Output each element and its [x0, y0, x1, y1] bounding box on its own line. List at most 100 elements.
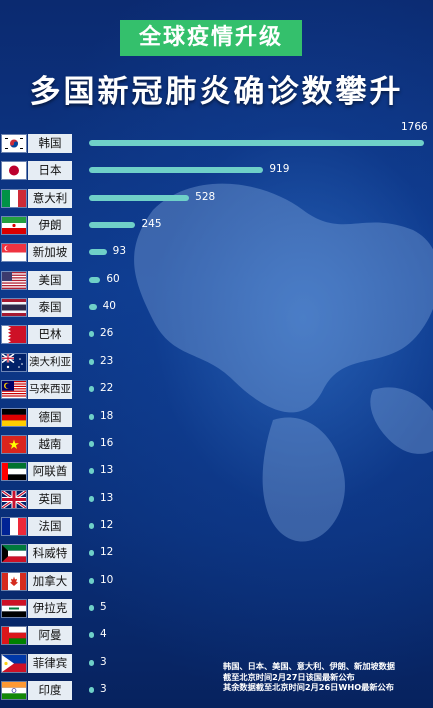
bar — [89, 222, 136, 229]
flag-icon-gb — [1, 489, 27, 509]
chart-row: 巴林 26 — [0, 324, 433, 346]
value-label: 12 — [100, 518, 114, 531]
headline: 多国新冠肺炎确诊数攀升 — [29, 74, 404, 110]
bar — [89, 632, 94, 639]
category-label: 新加坡 — [28, 243, 72, 263]
chart-row: 新加坡 93 — [0, 242, 433, 264]
value-label: 13 — [100, 491, 114, 504]
category-label: 美国 — [28, 270, 72, 290]
chart-row: 伊朗 245 — [0, 215, 433, 237]
category-label: 加拿大 — [28, 571, 72, 591]
value-label: 1766 — [401, 121, 428, 133]
flag-icon-th — [1, 298, 27, 318]
bar — [89, 604, 94, 611]
source-note-line: 韩国、日本、美国、意大利、伊朗、新加坡数据 — [223, 661, 395, 671]
bar — [89, 140, 424, 146]
flag-icon-kw — [1, 544, 27, 564]
source-note-line: 截至北京时间2月27日该国最新公布 — [223, 671, 355, 682]
bar — [89, 495, 94, 502]
flag-icon-de — [1, 407, 27, 427]
value-label: 18 — [100, 409, 114, 422]
flag-icon-sg — [1, 243, 27, 263]
chart-row: 阿联酋 13 — [0, 461, 433, 483]
flag-icon-it — [1, 188, 27, 208]
bar — [89, 358, 94, 365]
bar — [89, 331, 94, 338]
value-label: 4 — [100, 628, 107, 641]
chart-row: 英国 13 — [0, 489, 433, 511]
topic-tag: 全球疫情升级 — [120, 20, 302, 56]
category-label: 韩国 — [28, 134, 72, 153]
bar — [89, 167, 264, 174]
value-label: 60 — [106, 272, 120, 285]
value-label: 528 — [195, 190, 216, 203]
chart-row: 德国 18 — [0, 407, 433, 429]
value-label: 23 — [100, 354, 114, 367]
category-label: 科威特 — [28, 544, 72, 564]
chart-row: 科威特 12 — [0, 543, 433, 565]
chart-row: 阿曼 4 — [0, 625, 433, 647]
flag-icon-us — [1, 270, 27, 290]
chart-row: 菲律宾 3 — [0, 653, 433, 675]
world-map-background — [134, 183, 433, 542]
flag-icon-my — [1, 380, 27, 400]
chart-row: 泰国 40 — [0, 297, 433, 319]
category-label: 德国 — [28, 407, 72, 427]
bar — [89, 577, 94, 584]
flag-icon-ph — [1, 653, 27, 673]
flag-icon-jp — [1, 161, 27, 181]
chart-row: 印度 3 — [0, 680, 433, 702]
bar — [89, 413, 94, 420]
flag-icon-in — [1, 681, 27, 700]
bar — [89, 249, 107, 256]
category-label: 日本 — [28, 161, 72, 181]
value-label: 93 — [112, 245, 127, 258]
category-label: 澳大利亚 — [28, 352, 72, 372]
flag-icon-bh — [1, 325, 27, 345]
value-label: 40 — [102, 300, 116, 313]
bar — [89, 468, 94, 475]
bar — [89, 522, 94, 529]
category-label: 英国 — [28, 489, 72, 509]
flag-icon-au — [1, 352, 27, 372]
flag-icon-ca — [1, 571, 27, 591]
category-label: 伊朗 — [28, 216, 72, 236]
bar — [89, 386, 94, 393]
flag-icon-iq — [1, 598, 27, 618]
bar — [89, 194, 190, 201]
bar — [89, 550, 94, 557]
value-label: 22 — [100, 382, 114, 395]
chart-row: 法国 12 — [0, 516, 433, 538]
bar — [89, 304, 97, 311]
value-label: 919 — [269, 163, 290, 176]
category-label: 越南 — [28, 434, 72, 454]
category-label: 马来西亚 — [28, 380, 72, 400]
bar — [89, 276, 101, 283]
chart-row: 越南 16 — [0, 434, 433, 456]
value-label: 12 — [100, 546, 114, 559]
category-label: 阿联酋 — [28, 462, 72, 482]
value-label: 13 — [100, 464, 114, 477]
chart-row: 意大利 528 — [0, 188, 433, 210]
category-label: 巴林 — [28, 325, 72, 345]
source-note: 韩国、日本、美国、意大利、伊朗、新加坡数据 截至北京时间2月27日该国最新公布 … — [223, 661, 433, 693]
flag-icon-ir — [1, 216, 27, 236]
category-label: 法国 — [28, 516, 72, 536]
chart-row: 伊拉克 5 — [0, 598, 433, 620]
bar — [89, 687, 94, 693]
chart-row: 加拿大 10 — [0, 571, 433, 593]
chart-row: 马来西亚 22 — [0, 379, 433, 401]
value-label: 16 — [100, 436, 114, 449]
category-label: 意大利 — [28, 188, 72, 208]
flag-icon-ae — [1, 462, 27, 482]
flag-icon-kr — [1, 134, 27, 153]
value-label: 3 — [100, 683, 107, 695]
category-label: 阿曼 — [28, 626, 72, 646]
chart-row: 美国 60 — [0, 270, 433, 292]
chart-row: 韩国 1766 — [0, 121, 433, 155]
category-label: 泰国 — [28, 298, 72, 318]
chart-row: 澳大利亚 23 — [0, 352, 433, 374]
value-label: 5 — [100, 600, 107, 613]
flag-icon-vn — [1, 434, 27, 454]
